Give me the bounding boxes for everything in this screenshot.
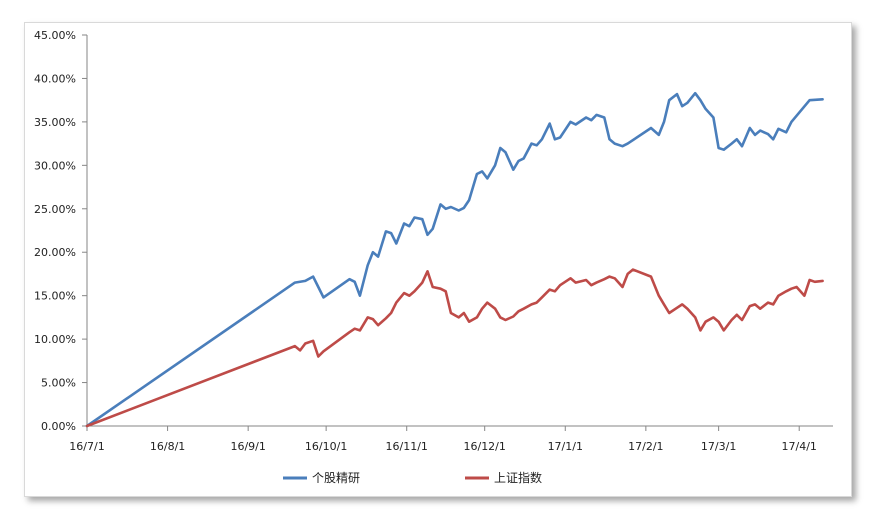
x-tick-label: 16/9/1 bbox=[230, 440, 265, 453]
y-tick-label: 20.00% bbox=[34, 246, 76, 259]
series-line-1 bbox=[85, 91, 824, 428]
legend-label-1: 个股精研 bbox=[312, 471, 360, 485]
y-tick-label: 35.00% bbox=[34, 116, 76, 129]
series-lines bbox=[85, 91, 824, 428]
y-axis: 0.00% 5.00% 10.00% 15.00% 20.00% 25.00% 30.00%… bbox=[34, 29, 88, 433]
x-tick-label: 17/3/1 bbox=[701, 440, 736, 453]
x-tick-label: 16/11/1 bbox=[386, 440, 428, 453]
x-tick-label: 17/2/1 bbox=[628, 440, 663, 453]
x-tick-label: 16/8/1 bbox=[150, 440, 185, 453]
x-tick-label: 17/1/1 bbox=[548, 440, 583, 453]
y-tick-label: 10.00% bbox=[34, 333, 76, 346]
x-axis: 16/7/1 16/8/1 16/9/1 16/10/1 16/11/1 16/12/1 1… bbox=[69, 425, 833, 453]
chart-frame bbox=[24, 22, 852, 497]
x-tick-label: 16/10/1 bbox=[305, 440, 347, 453]
y-tick-label: 45.00% bbox=[34, 29, 76, 42]
y-tick-label: 5.00% bbox=[41, 377, 76, 390]
x-tick-label: 16/7/1 bbox=[69, 440, 104, 453]
y-tick-label: 0.00% bbox=[41, 420, 76, 433]
legend-label-2: 上证指数 bbox=[494, 470, 542, 485]
y-tick-label: 30.00% bbox=[34, 159, 76, 172]
y-tick-label: 40.00% bbox=[34, 72, 76, 85]
x-tick-label: 17/4/1 bbox=[782, 440, 817, 453]
y-tick-label: 15.00% bbox=[34, 290, 76, 303]
x-tick-label: 16/12/1 bbox=[463, 440, 505, 453]
y-tick-label: 25.00% bbox=[34, 203, 76, 216]
legend: 个股精研 上证指数 bbox=[283, 470, 542, 485]
series-line-2 bbox=[85, 268, 824, 428]
